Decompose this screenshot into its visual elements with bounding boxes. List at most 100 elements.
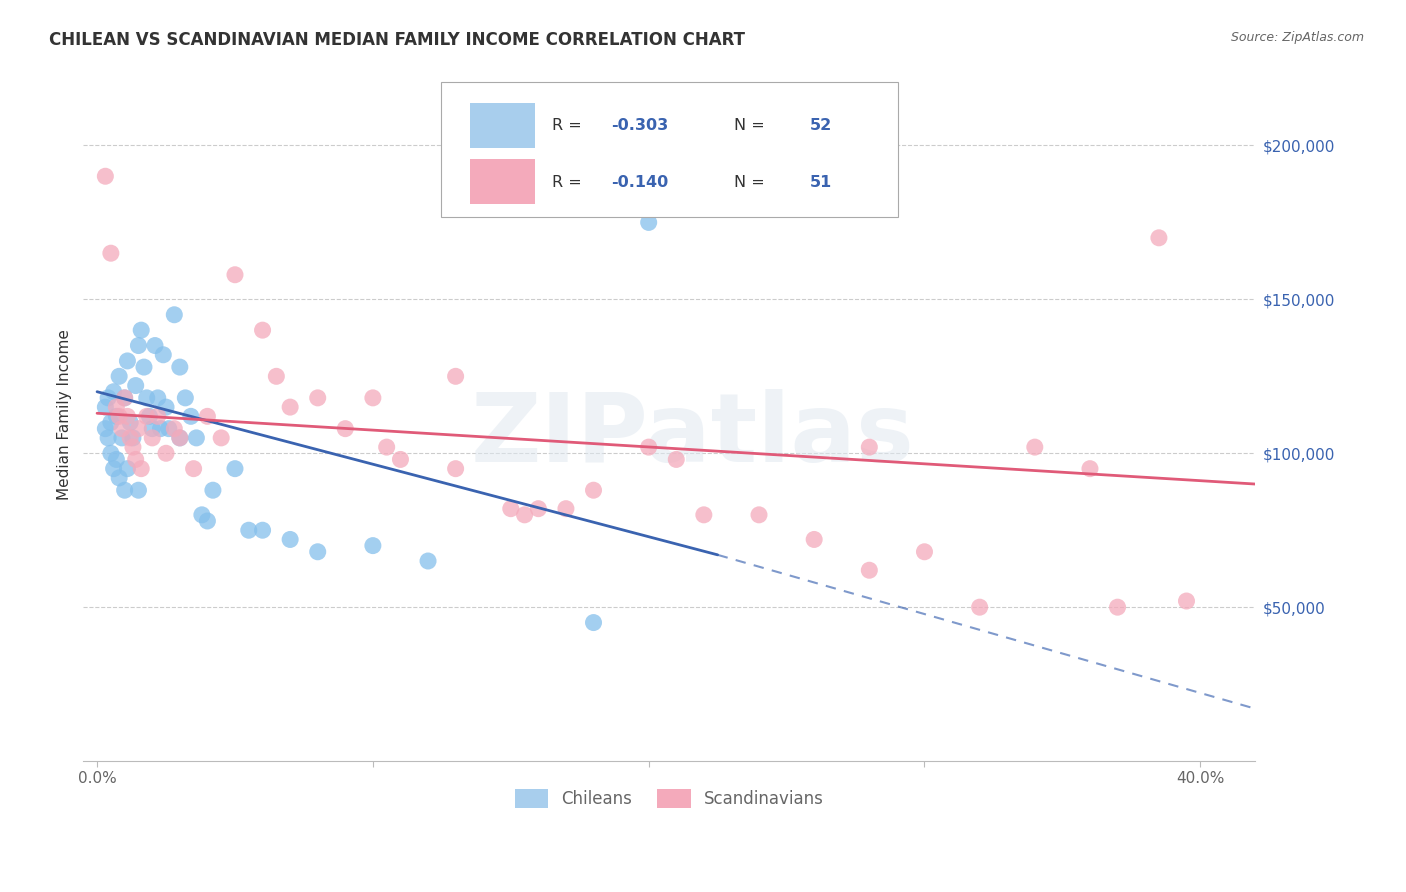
Point	[693, 508, 716, 522]
Point	[803, 533, 825, 547]
Point	[127, 338, 149, 352]
Point	[141, 422, 163, 436]
Point	[143, 338, 166, 352]
Point	[146, 391, 169, 405]
Point	[169, 431, 191, 445]
Point	[122, 431, 145, 445]
Point	[748, 508, 770, 522]
Point	[278, 533, 301, 547]
Point	[307, 391, 329, 405]
Point	[969, 600, 991, 615]
Point	[94, 422, 117, 436]
Point	[114, 391, 136, 405]
Text: ZIPatlas: ZIPatlas	[471, 389, 915, 482]
Point	[858, 563, 880, 577]
Point	[191, 508, 214, 522]
Point	[499, 501, 522, 516]
Point	[693, 200, 716, 214]
Point	[155, 400, 177, 414]
Point	[127, 483, 149, 498]
Text: Source: ZipAtlas.com: Source: ZipAtlas.com	[1230, 31, 1364, 45]
Text: 52: 52	[810, 118, 832, 133]
Point	[117, 354, 139, 368]
Point	[163, 308, 186, 322]
Point	[238, 523, 260, 537]
Point	[122, 440, 145, 454]
Point	[120, 431, 142, 445]
Point	[132, 360, 155, 375]
Point	[111, 422, 134, 436]
Point	[141, 431, 163, 445]
Point	[637, 215, 659, 229]
Point	[163, 422, 186, 436]
Point	[103, 461, 125, 475]
Point	[100, 246, 122, 260]
Text: -0.303: -0.303	[610, 118, 668, 133]
Point	[114, 483, 136, 498]
Point	[637, 440, 659, 454]
Point	[444, 369, 467, 384]
Point	[361, 391, 384, 405]
Point	[149, 422, 172, 436]
Point	[197, 409, 219, 424]
Point	[169, 431, 191, 445]
Point	[100, 446, 122, 460]
Point	[361, 539, 384, 553]
Point	[105, 400, 128, 414]
Point	[146, 409, 169, 424]
Point	[444, 461, 467, 475]
Point	[209, 431, 232, 445]
Text: R =: R =	[553, 118, 588, 133]
Text: 51: 51	[810, 176, 832, 190]
Point	[513, 508, 536, 522]
Point	[224, 461, 246, 475]
Point	[97, 391, 120, 405]
FancyBboxPatch shape	[441, 82, 898, 218]
Point	[858, 440, 880, 454]
Point	[1175, 594, 1198, 608]
Point	[100, 416, 122, 430]
Point	[114, 391, 136, 405]
Point	[201, 483, 224, 498]
Point	[1147, 231, 1170, 245]
Point	[1078, 461, 1101, 475]
Point	[117, 461, 139, 475]
Point	[138, 409, 160, 424]
Point	[108, 369, 131, 384]
Text: N =: N =	[734, 118, 769, 133]
Point	[1107, 600, 1129, 615]
Point	[135, 409, 157, 424]
Point	[335, 422, 357, 436]
Point	[582, 615, 605, 630]
Point	[105, 409, 128, 424]
Text: CHILEAN VS SCANDINAVIAN MEDIAN FAMILY INCOME CORRELATION CHART: CHILEAN VS SCANDINAVIAN MEDIAN FAMILY IN…	[49, 31, 745, 49]
Point	[111, 431, 134, 445]
Point	[97, 431, 120, 445]
Point	[252, 323, 274, 337]
Point	[108, 471, 131, 485]
Point	[155, 446, 177, 460]
Y-axis label: Median Family Income: Median Family Income	[58, 329, 72, 500]
Point	[169, 360, 191, 375]
Point	[129, 323, 152, 337]
Text: R =: R =	[553, 176, 588, 190]
Text: N =: N =	[734, 176, 769, 190]
Point	[266, 369, 288, 384]
Point	[416, 554, 439, 568]
Bar	[470, 103, 534, 148]
Point	[94, 169, 117, 184]
Point	[375, 440, 398, 454]
Point	[94, 400, 117, 414]
Point	[174, 391, 197, 405]
Point	[129, 461, 152, 475]
Point	[186, 431, 208, 445]
Point	[307, 545, 329, 559]
Bar	[470, 159, 534, 203]
Point	[278, 400, 301, 414]
Point	[108, 409, 131, 424]
Point	[105, 452, 128, 467]
Point	[914, 545, 936, 559]
Point	[180, 409, 202, 424]
Point	[125, 452, 148, 467]
Point	[1024, 440, 1046, 454]
